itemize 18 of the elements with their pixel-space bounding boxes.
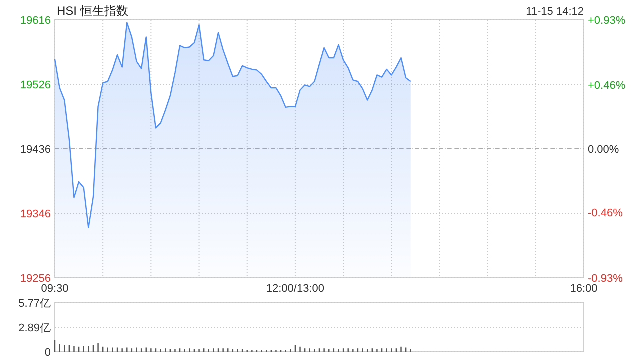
y-tick-label: 19256	[20, 272, 51, 285]
y-tick-label: 19346	[20, 208, 51, 220]
x-tick-label: 09:30	[41, 283, 69, 295]
y-tick-label: 2.89亿	[18, 322, 51, 334]
y2-tick-label: +0.93%	[588, 14, 626, 27]
y-tick-label: 5.77亿	[18, 298, 51, 310]
y-tick-label: 19436	[20, 144, 51, 156]
y2-tick-label: -0.46%	[588, 208, 624, 220]
y2-tick-label: -0.93%	[588, 272, 624, 285]
x-tick-label: 12:00/13:00	[266, 283, 325, 295]
x-tick-label: 16:00	[570, 283, 598, 295]
y-tick-label: 19526	[20, 79, 51, 92]
y-tick-label: 0	[44, 346, 51, 359]
chart-title: HSI 恒生指数	[57, 4, 128, 18]
text: 11-15 14:12	[526, 6, 584, 18]
y2-tick-label: 0.00%	[588, 144, 620, 156]
y-tick-label: 19616	[20, 14, 51, 27]
y2-tick-label: +0.46%	[588, 80, 626, 92]
